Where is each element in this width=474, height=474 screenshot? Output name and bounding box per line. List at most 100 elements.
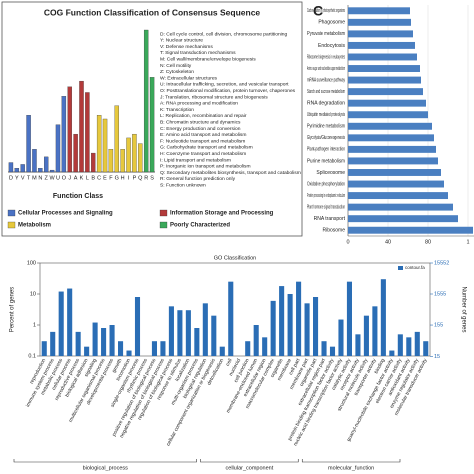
group-label: biological_process	[83, 465, 128, 471]
bar	[41, 341, 47, 356]
description: W: Extracellular structures	[160, 75, 218, 81]
x-tick-label: E	[103, 175, 107, 181]
legend-label: Metabolism	[18, 223, 51, 229]
bar	[348, 157, 438, 165]
y-tick-label: Endocytosis	[318, 43, 345, 49]
x-tick-label: Q	[138, 175, 143, 181]
group-bracket	[301, 459, 401, 463]
x-tick-label: K	[80, 175, 84, 181]
y-tick-label: 100	[27, 260, 36, 266]
cog-frame	[1, 1, 303, 237]
y-tick-label: 1	[33, 322, 36, 328]
bar	[348, 65, 420, 72]
bar	[406, 337, 412, 356]
x-tick-label: N	[38, 175, 42, 181]
y-tick-label: Plant-pathogen interaction	[307, 147, 345, 153]
y-tick-label: Phagosome	[318, 20, 345, 26]
legend-swatch	[159, 209, 168, 217]
x-tick-label: 80	[425, 239, 431, 245]
bar	[50, 331, 56, 356]
x-tick-label: A	[74, 175, 78, 181]
bar	[279, 286, 285, 356]
x-tick-label: C	[97, 175, 101, 181]
x-tick-label: G	[115, 175, 119, 181]
bar	[313, 297, 319, 356]
bar	[202, 303, 208, 356]
y-tick-label: Ribosome	[322, 228, 345, 234]
y-tick-label: RNA degradation	[307, 101, 345, 107]
y-tick-label: Oxidative phosphorylation	[307, 181, 345, 187]
panel-label: C	[313, 3, 323, 19]
description: D: Cell cycle control, cell division, ch…	[160, 31, 287, 37]
bar	[262, 337, 268, 356]
bar	[194, 328, 200, 356]
bar	[219, 346, 225, 356]
x-tick-label: 40	[385, 239, 391, 245]
y2-axis-label: Number of genes	[460, 286, 466, 332]
bar	[348, 99, 426, 107]
bar	[109, 325, 115, 356]
y-tick-label: 0.1	[28, 353, 36, 359]
description: O: Posttranslational modification, prote…	[160, 88, 296, 94]
legend-swatch	[7, 209, 16, 217]
bar	[92, 322, 98, 356]
x-tick-label: D	[9, 175, 13, 181]
y-tick-label: RNA transport	[314, 216, 346, 222]
bar	[67, 86, 72, 173]
y-tick-label: Carbon fixation in photosynthetic organi…	[307, 8, 345, 14]
x-tick-label: F	[109, 175, 113, 181]
bar	[348, 30, 413, 38]
description: Y: Nuclear structure	[160, 38, 203, 44]
bar	[348, 180, 444, 188]
bar	[32, 149, 37, 173]
bar	[296, 281, 302, 356]
description: A: RNA processing and modification	[160, 101, 238, 107]
description: I: Lipid transport and metabolism	[160, 157, 231, 163]
x-tick-label: Z	[45, 175, 49, 181]
bar	[321, 341, 327, 356]
bar	[287, 294, 293, 356]
bar	[126, 137, 131, 173]
y-tick-label: 10	[30, 291, 36, 297]
bar	[151, 341, 157, 356]
bar	[108, 149, 114, 173]
bar	[355, 334, 361, 356]
go-title: GO Classification	[214, 255, 257, 261]
x-tick-label: 0	[346, 239, 349, 245]
bar	[372, 306, 378, 356]
bar	[185, 310, 191, 356]
legend-swatch	[7, 221, 16, 229]
x-tick-label: M	[32, 175, 37, 181]
description: G: Carbohydrate transport and metabolism	[160, 145, 253, 151]
legend-label: Cellular Processes and Signaling	[18, 211, 113, 217]
description: Z: Cytoskeleton	[160, 69, 194, 75]
x-tick-label: I	[128, 175, 130, 181]
bar	[75, 331, 81, 356]
bar	[397, 334, 403, 356]
description: S: Function unknown	[160, 182, 206, 188]
bar	[138, 143, 143, 173]
y2-tick-label: 155	[434, 322, 443, 328]
x-tick-label: U	[56, 175, 60, 181]
description: H: Coenzyme transport and metabolism	[160, 151, 246, 157]
description: N: Cell motility	[160, 63, 192, 69]
bar	[126, 350, 132, 356]
bar	[304, 303, 310, 356]
x-tick-label: B	[91, 175, 95, 181]
bar	[348, 134, 434, 142]
bar	[253, 325, 259, 356]
group-bracket	[200, 459, 299, 463]
bar	[20, 164, 25, 173]
description: K: Transcription	[160, 107, 194, 113]
bar	[348, 192, 448, 200]
bar	[348, 215, 458, 223]
x-tick-label: Y	[15, 175, 19, 181]
bar	[67, 288, 73, 356]
bar	[348, 76, 421, 84]
y-tick-label: Glycolysis/Gluconeogenesis	[307, 135, 345, 141]
description: R: General function prediction only	[160, 176, 236, 182]
bar	[348, 18, 411, 26]
description: F: Nucleotide transport and metabolism	[160, 138, 245, 144]
